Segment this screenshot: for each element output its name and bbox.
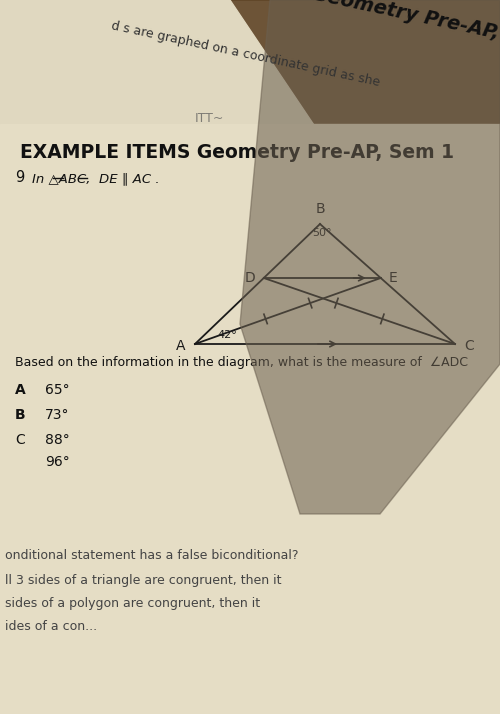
Text: 96°: 96°	[45, 455, 70, 469]
Text: Geometry Pre-AP, Sem 1: Geometry Pre-AP, Sem 1	[310, 0, 500, 58]
Text: C: C	[15, 433, 25, 447]
Text: B: B	[15, 408, 26, 422]
Text: A: A	[15, 383, 26, 397]
Text: A: A	[176, 339, 186, 353]
Text: B: B	[315, 202, 325, 216]
Text: C: C	[464, 339, 474, 353]
Text: 65°: 65°	[45, 383, 70, 397]
Text: EXAMPLE ITEMS Geometry Pre-AP, Sem 1: EXAMPLE ITEMS Geometry Pre-AP, Sem 1	[20, 143, 454, 162]
Polygon shape	[0, 0, 320, 134]
Polygon shape	[240, 0, 500, 514]
Text: 88°: 88°	[45, 433, 70, 447]
Text: 9: 9	[15, 170, 24, 185]
Text: 50°: 50°	[312, 228, 332, 238]
Text: In △ABC,  DE ∥ AC .: In △ABC, DE ∥ AC .	[32, 172, 160, 185]
Text: d s are graphed on a coordinate grid as she: d s are graphed on a coordinate grid as …	[110, 19, 381, 89]
Text: onditional statement has a false biconditional?: onditional statement has a false bicondi…	[5, 549, 298, 562]
Text: ll 3 sides of a triangle are congruent, then it: ll 3 sides of a triangle are congruent, …	[5, 574, 281, 587]
Text: 73°: 73°	[45, 408, 70, 422]
Text: D: D	[244, 271, 255, 285]
Text: Based on the information in the diagram, what is the measure of  ∠ADC: Based on the information in the diagram,…	[15, 356, 468, 369]
Text: ides of a con...: ides of a con...	[5, 620, 97, 633]
Text: 42°: 42°	[217, 330, 237, 340]
Polygon shape	[230, 0, 500, 134]
Text: ITT~: ITT~	[195, 112, 224, 125]
Bar	[0, 124, 500, 714]
Text: E: E	[388, 271, 397, 285]
Text: sides of a polygon are congruent, then it: sides of a polygon are congruent, then i…	[5, 597, 260, 610]
